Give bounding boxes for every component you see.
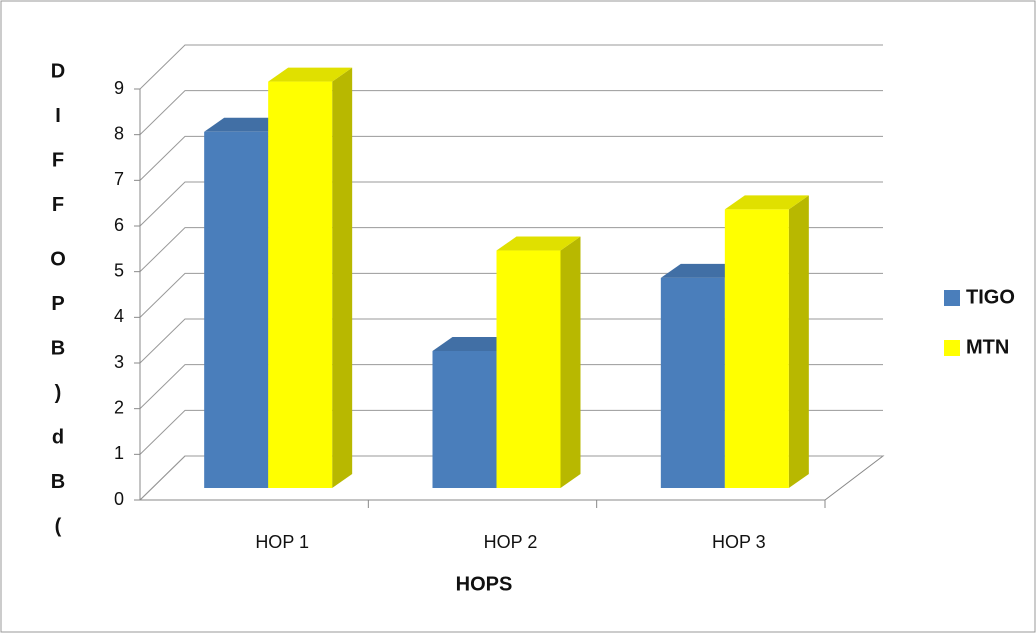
bar	[496, 250, 561, 488]
y-axis-title-letter: (	[55, 515, 62, 537]
bar-top	[268, 67, 353, 82]
legend-swatch	[944, 340, 960, 356]
grid-line	[139, 318, 883, 364]
grid-line	[139, 409, 883, 455]
x-tick-label: HOP 3	[712, 532, 766, 552]
bar-top	[204, 117, 289, 132]
legend-swatch	[944, 290, 960, 306]
bar	[432, 351, 497, 488]
x-axis-title: HOPS	[456, 573, 513, 595]
grid-line	[139, 90, 883, 136]
x-tick-label: HOP 1	[255, 532, 309, 552]
bar-top	[432, 337, 517, 351]
y-axis-title-letter: B	[51, 337, 65, 359]
y-axis-title-letter: B	[51, 471, 65, 493]
y-axis-title-letter: O	[50, 248, 66, 270]
grid-line	[139, 455, 883, 501]
grid-line	[139, 44, 883, 90]
bar-top	[496, 236, 581, 251]
grid-line	[139, 272, 883, 318]
bar-top	[724, 195, 809, 210]
y-tick-label: 3	[114, 352, 124, 372]
bar-side	[788, 195, 809, 488]
grid-line	[139, 364, 883, 410]
y-tick-label: 2	[114, 397, 124, 417]
y-axis-title-letter: P	[51, 293, 64, 315]
bar-side	[560, 236, 581, 488]
y-tick-label: 5	[114, 260, 124, 280]
grid-line	[139, 135, 883, 181]
grid-line	[139, 181, 883, 227]
y-axis-title-letter: D	[51, 60, 65, 82]
y-tick-label: 9	[114, 78, 124, 98]
bar	[204, 131, 269, 489]
bar	[724, 209, 789, 488]
y-axis-title-letter: F	[52, 149, 64, 171]
bar-top	[660, 263, 745, 278]
y-axis-title-letter: )	[55, 382, 62, 404]
y-tick-label: 7	[114, 169, 124, 189]
bar	[660, 277, 725, 488]
y-tick-label: 0	[114, 489, 124, 509]
y-tick-label: 4	[114, 306, 124, 326]
legend-label: MTN	[966, 336, 1009, 358]
grid-line	[139, 227, 883, 273]
bar-side	[332, 67, 353, 489]
y-tick-label: 8	[114, 123, 124, 143]
y-axis-title-letter: F	[52, 194, 64, 216]
legend-label: TIGO	[966, 286, 1015, 308]
bar	[268, 81, 333, 489]
y-axis-title-letter: d	[52, 426, 64, 448]
y-tick-label: 1	[114, 443, 124, 463]
y-tick-label: 6	[114, 215, 124, 235]
x-tick-label: HOP 2	[484, 532, 538, 552]
y-axis-title-letter: I	[55, 105, 61, 127]
